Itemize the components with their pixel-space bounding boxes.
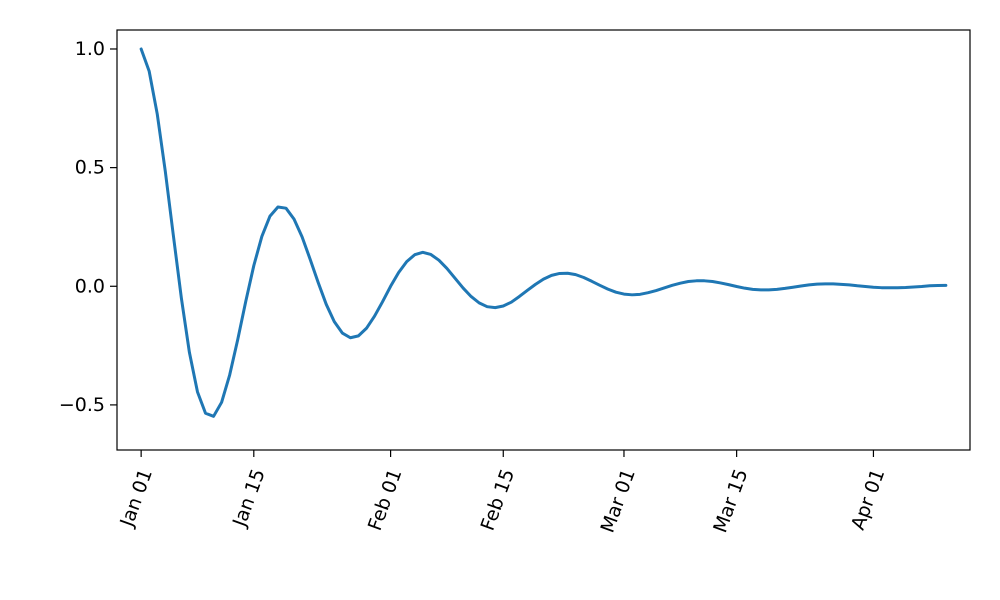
series-layer	[139, 47, 948, 418]
y-tick-label: 0.5	[75, 157, 105, 179]
series-line-0	[139, 47, 948, 418]
y-tick-label: 0.0	[75, 275, 105, 297]
y-tick-label: −0.5	[59, 394, 105, 416]
y-axis: 1.0 0.5 0.0 −0.5	[59, 38, 117, 416]
plot-frame	[116, 29, 971, 451]
y-tick-label: 1.0	[75, 38, 105, 60]
